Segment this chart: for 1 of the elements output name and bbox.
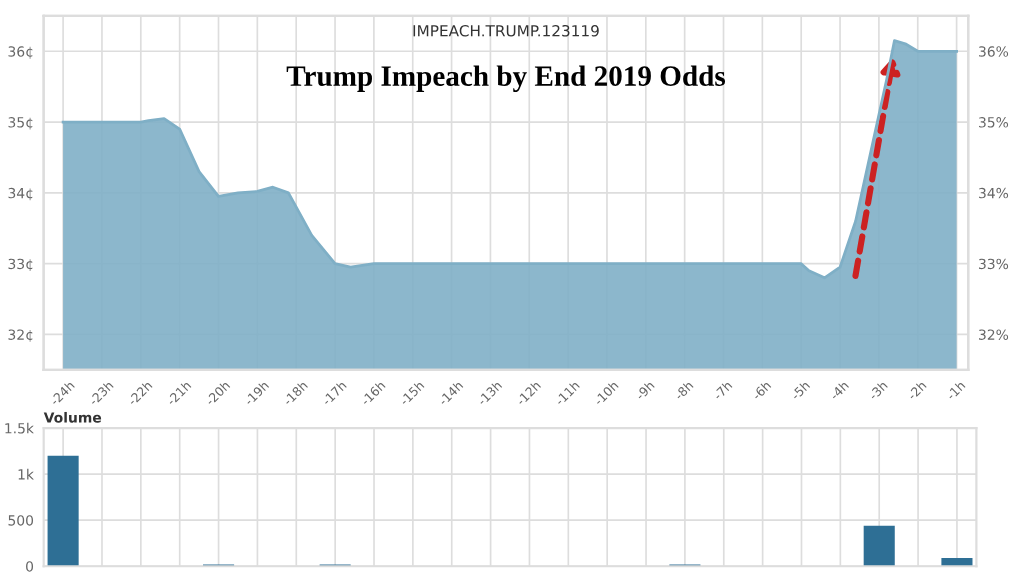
text: Trump Impeach by End 2019 Odds <box>286 65 726 92</box>
